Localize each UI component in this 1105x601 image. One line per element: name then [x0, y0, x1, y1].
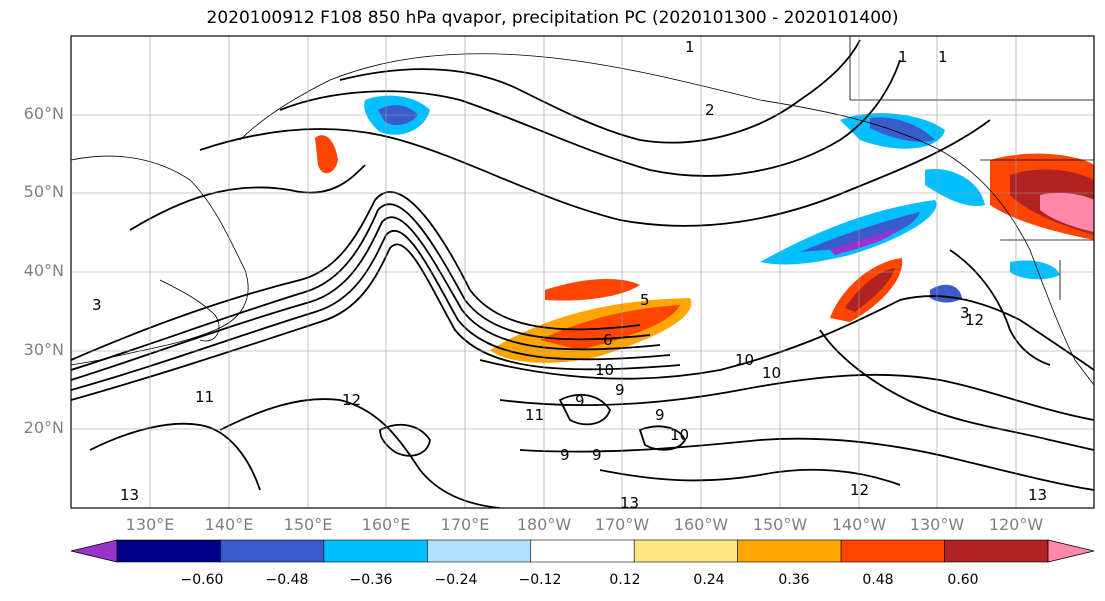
lon-label-130e: 130°E: [125, 515, 175, 534]
contour-label: 13: [620, 494, 639, 512]
contour-label: 12: [850, 481, 869, 499]
lon-label-160e: 160°E: [361, 515, 411, 534]
contour-label: 12: [965, 311, 984, 329]
contour-label: 9: [575, 392, 585, 410]
lat-label-50n: 50°N: [23, 182, 64, 201]
lon-label-120w: 120°W: [988, 515, 1044, 534]
colorbar-segment: [220, 539, 325, 563]
graticule: [71, 36, 1094, 508]
precip-shading: [315, 95, 1094, 363]
contour-label: 10: [670, 426, 689, 444]
contour-label: 10: [762, 364, 781, 382]
colorbar-segment: [840, 539, 945, 563]
lon-label-140w: 140°W: [831, 515, 887, 534]
negative-core-gulf: [800, 212, 920, 252]
contour-label: 12: [342, 391, 361, 409]
colorbar-segment: [427, 539, 532, 563]
positive-band-north: [545, 278, 640, 301]
lon-label-160w: 160°W: [673, 515, 729, 534]
negative-east-patch: [930, 284, 962, 303]
lon-label-150e: 150°E: [283, 515, 333, 534]
lon-label-140e: 140°E: [204, 515, 254, 534]
contour-label: 10: [595, 361, 614, 379]
colorbar-tick-label: −0.48: [265, 572, 309, 588]
colorbar-tick-label: −0.12: [518, 572, 562, 588]
contour-label: 1: [898, 48, 908, 66]
contour-label: 9: [655, 406, 665, 424]
contour-label: 9: [615, 381, 625, 399]
contour-label: 10: [735, 351, 754, 369]
negative-bc-coast: [925, 169, 985, 206]
colorbar-segment: [633, 539, 738, 563]
lon-label-170w: 170°W: [594, 515, 650, 534]
colorbar-extend-low: [70, 539, 118, 563]
qvapor-contours: [71, 39, 1094, 508]
positive-core-east: [845, 268, 895, 312]
lat-label-40n: 40°N: [23, 261, 64, 280]
colorbar-segment: [323, 539, 428, 563]
negative-east-patch-2: [1010, 260, 1060, 280]
map-frame: [70, 35, 1095, 509]
colorbar-extend-high: [1047, 539, 1095, 563]
colorbar-segment: [737, 539, 842, 563]
positive-kamchatka: [315, 135, 338, 174]
colorbar-segments: [116, 539, 1049, 563]
lat-label-60n: 60°N: [23, 104, 64, 123]
colorbar-segment: [530, 539, 635, 563]
contour-label: 3: [960, 304, 970, 322]
contour-label: 1: [938, 48, 948, 66]
contour-label: 11: [525, 406, 544, 424]
contour-label: 11: [195, 388, 214, 406]
lon-label-150w: 150°W: [752, 515, 808, 534]
contour-label: 3: [92, 296, 102, 314]
map-title: 2020100912 F108 850 hPa qvapor, precipit…: [206, 8, 899, 28]
colorbar-tick-label: 0.48: [862, 572, 894, 588]
contour-label: 9: [560, 446, 570, 464]
colorbar: [70, 539, 1095, 563]
contour-label: 5: [640, 291, 650, 309]
positive-west-coast-pink: [1040, 192, 1094, 232]
negative-band-gulf: [760, 200, 937, 265]
lat-label-30n: 30°N: [23, 340, 64, 359]
lat-label-20n: 20°N: [23, 418, 64, 437]
colorbar-tick-label: 0.24: [693, 572, 725, 588]
contour-label: 2: [705, 101, 715, 119]
colorbar-tick-label: 0.60: [947, 572, 979, 588]
colorbar-tick-label: −0.36: [349, 572, 393, 588]
colorbar-tick-label: −0.60: [180, 572, 224, 588]
negative-alaska-core: [870, 117, 935, 142]
contour-label: 13: [1028, 486, 1047, 504]
coastlines: [71, 36, 1094, 386]
colorbar-tick-label: 0.36: [778, 572, 810, 588]
negative-deep-gulf: [830, 228, 900, 255]
colorbar-tick-label: 0.12: [609, 572, 641, 588]
colorbar-segment: [116, 539, 221, 563]
lon-label-180w: 180°W: [516, 515, 572, 534]
lon-label-170e: 170°E: [440, 515, 490, 534]
colorbar-tick-label: −0.24: [434, 572, 478, 588]
contour-label: 6: [603, 331, 613, 349]
colorbar-segment: [944, 539, 1049, 563]
contour-label: 1: [685, 38, 695, 56]
contour-label: 13: [120, 486, 139, 504]
contour-label: 9: [592, 446, 602, 464]
lon-label-130w: 130°W: [909, 515, 965, 534]
